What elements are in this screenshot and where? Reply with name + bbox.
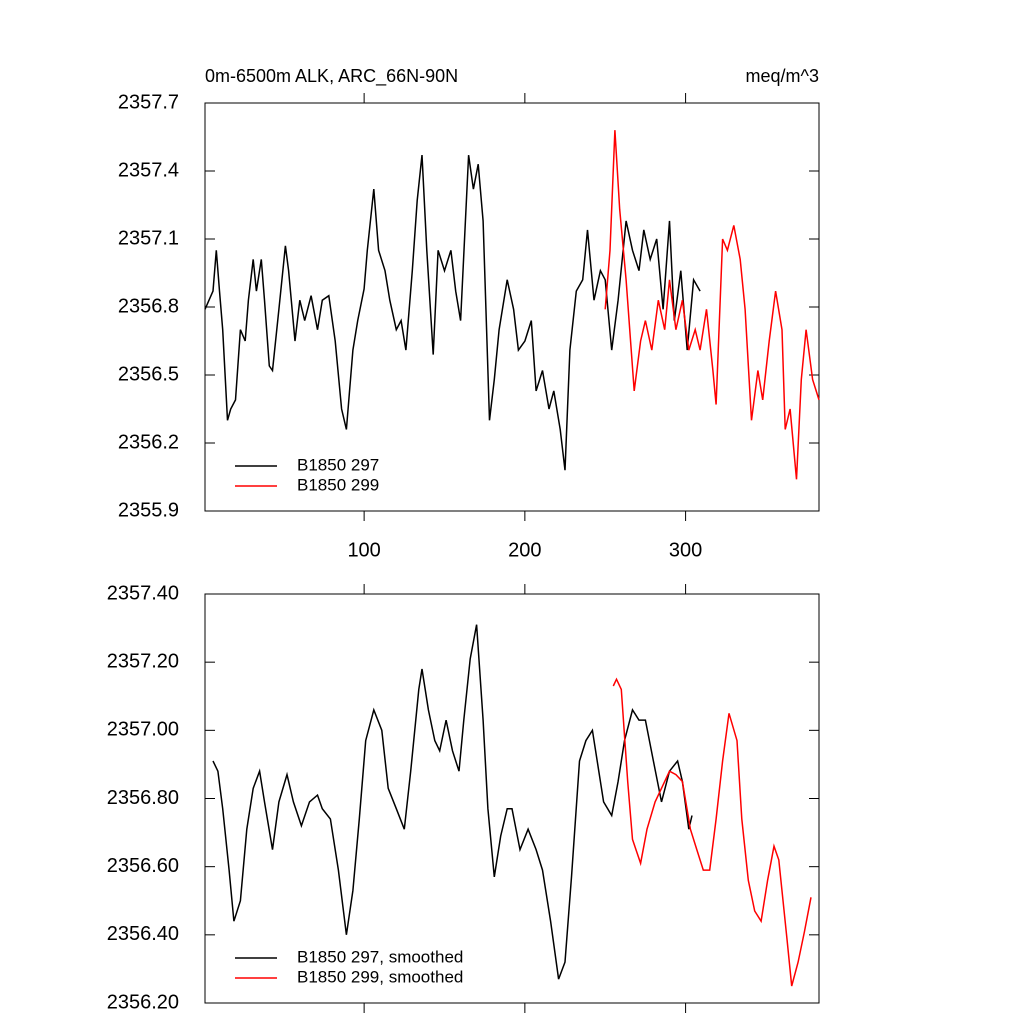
y-tick-label: 2357.00 [107, 719, 179, 741]
y-tick-label: 2356.40 [107, 923, 179, 945]
x-tick-label: 300 [669, 539, 702, 561]
chart-title: 0m-6500m ALK, ARC_66N-90N [205, 66, 458, 87]
series-line [612, 677, 812, 987]
legend-label: B1850 297, smoothed [297, 947, 463, 966]
y-tick-label: 2356.2 [118, 431, 179, 453]
plot-frame [204, 102, 820, 512]
y-tick-label: 2357.20 [107, 650, 179, 672]
y-tick-label: 2357.1 [118, 227, 179, 249]
y-tick-label: 2356.60 [107, 855, 179, 877]
legend-label: B1850 299 [297, 475, 379, 494]
legend-label: B1850 297 [297, 455, 379, 474]
y-tick-label: 2357.40 [107, 582, 179, 604]
y-tick-label: 2356.80 [107, 787, 179, 809]
series-line [604, 130, 820, 480]
y-tick-label: 2356.8 [118, 295, 179, 317]
y-tick-label: 2356.5 [118, 363, 179, 385]
y-tick-label: 2356.20 [107, 991, 179, 1013]
y-tick-label: 2355.9 [118, 499, 179, 521]
x-tick-label: 200 [508, 539, 541, 561]
y-tick-label: 2357.4 [118, 159, 179, 181]
series-line [204, 154, 701, 471]
legend-label: B1850 299, smoothed [297, 967, 463, 986]
y-tick-label: 2357.7 [118, 91, 179, 113]
plot-frame [204, 593, 820, 1004]
x-tick-label: 100 [347, 539, 380, 561]
units-label: meq/m^3 [746, 66, 819, 86]
series-line [212, 624, 693, 980]
